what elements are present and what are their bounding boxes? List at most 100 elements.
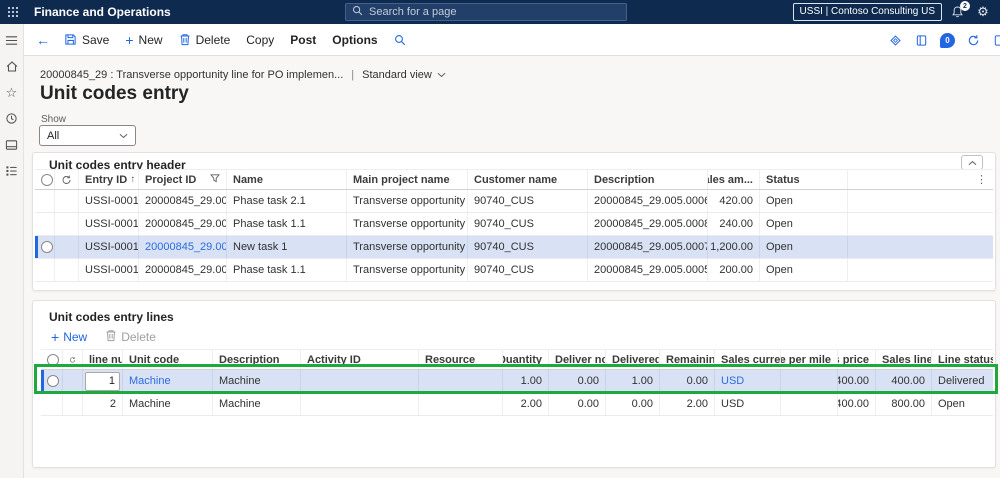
header-grid: Entry ID ↑ Project ID Name Main project n… [35, 169, 993, 282]
column-header-main-project[interactable]: Main project name [347, 170, 468, 189]
column-header-unit-code[interactable]: Unit code [123, 350, 213, 369]
lines-delete-label: Delete [121, 330, 156, 344]
table-row[interactable]: USSI-000103 20000845_29.005.0008 Phase t… [35, 213, 993, 236]
table-row[interactable]: USSI-000105 20000845_29.005.0005 Phase t… [35, 259, 993, 282]
breadcrumb: 20000845_29 : Transverse opportunity lin… [40, 69, 446, 81]
message-center-chat-icon[interactable]: 0 [940, 32, 955, 48]
customer-cell: 90740_CUS [468, 236, 588, 258]
environment-badge[interactable]: USSI | Contoso Consulting US [792, 3, 942, 21]
toolbar-search-icon[interactable] [394, 34, 406, 46]
page-title: Unit codes entry [40, 83, 189, 104]
show-filter-label: Show [41, 114, 67, 125]
column-header-line-number[interactable]: line num... [83, 350, 123, 369]
column-header-status[interactable]: Status [760, 170, 848, 189]
unit-code-link[interactable]: Machine [123, 370, 213, 392]
delete-button[interactable]: Delete [179, 33, 230, 47]
column-header-customer[interactable]: Customer name [468, 170, 588, 189]
show-filter-dropdown[interactable]: All [39, 125, 136, 146]
name-cell: New task 1 [227, 236, 347, 258]
column-header-sales-line-amount[interactable]: Sales line amo... [876, 350, 932, 369]
column-header-deliver-now[interactable]: Deliver now qu... [549, 350, 606, 369]
column-header-total-sales[interactable]: Total sales am... [708, 170, 760, 189]
column-header-project-id[interactable]: Project ID [139, 170, 227, 189]
more-options-icon[interactable]: ⋮ [976, 174, 987, 186]
refresh-icon[interactable] [966, 33, 981, 48]
rate-per-mile-cell [781, 393, 838, 415]
new-button[interactable]: + New [125, 32, 162, 48]
select-all-radio[interactable] [47, 353, 59, 366]
column-header-description[interactable]: Description [213, 350, 301, 369]
row-select-radio[interactable] [41, 241, 53, 253]
app-launcher-icon[interactable] [0, 0, 26, 24]
column-header-line-status[interactable]: Line status⋮ [938, 353, 993, 366]
search-input[interactable]: Search for a page [345, 3, 627, 21]
copy-button[interactable]: Copy [246, 33, 274, 47]
lines-new-button[interactable]: + New [51, 329, 87, 345]
back-button[interactable]: ← [36, 31, 50, 48]
table-row-selected[interactable]: USSI-000104 20000845_29.005.0007 New tas… [35, 236, 993, 259]
column-header-entry-id[interactable]: Entry ID ↑ [79, 170, 139, 189]
home-icon[interactable] [4, 59, 20, 74]
post-menu-button[interactable]: Post [290, 33, 316, 47]
sales-currency-link[interactable]: USD [715, 370, 781, 392]
deliver-now-cell: 0.00 [549, 370, 606, 392]
project-id-cell: 20000845_29.005.0006 [139, 190, 227, 212]
header-section: Unit codes entry header Entry ID ↑ Projec… [32, 152, 996, 291]
status-cell: Open [760, 190, 848, 212]
view-selector[interactable]: Standard view [362, 69, 446, 81]
column-header-remaining[interactable]: Remaining qua... [660, 350, 715, 369]
column-header-resource[interactable]: Resource [419, 350, 503, 369]
name-cell: Phase task 1.1 [227, 213, 347, 235]
line-status-cell: Open [938, 398, 965, 410]
column-header-sales-currency[interactable]: Sales currency [715, 350, 781, 369]
sync-column-cell[interactable] [63, 350, 83, 369]
column-header-activity-id[interactable]: Activity ID [301, 350, 419, 369]
personalize-diamond-icon[interactable] [888, 33, 903, 48]
save-button[interactable]: Save [64, 33, 109, 47]
trash-icon [179, 33, 191, 46]
sync-column-cell[interactable] [55, 170, 79, 189]
lines-toolbar: + New Delete [51, 329, 156, 345]
select-all-radio[interactable] [41, 173, 53, 186]
entry-id-cell: USSI-000102 [79, 190, 139, 212]
quantity-cell: 2.00 [503, 393, 549, 415]
table-row[interactable]: USSI-000102 20000845_29.005.0006 Phase t… [35, 190, 993, 213]
total-sales-cell: 1,200.00 [708, 236, 760, 258]
description-cell: 20000845_29.005.0006 [588, 190, 708, 212]
settings-gear-icon[interactable]: ⚙ [977, 4, 989, 19]
rate-per-mile-cell [781, 370, 838, 392]
table-row-selected[interactable]: 1 Machine Machine 1.00 0.00 1.00 0.00 US… [41, 370, 993, 393]
task-guide-book-icon[interactable] [914, 33, 929, 48]
notifications-bell-icon[interactable]: 2 [948, 1, 970, 20]
column-header-sales-price[interactable]: Sales price [838, 350, 876, 369]
sales-line-amount-cell: 800.00 [876, 393, 932, 415]
hamburger-menu-icon[interactable] [4, 33, 20, 48]
header-grid-column-row: Entry ID ↑ Project ID Name Main project n… [35, 169, 993, 190]
overflow-edge-icon[interactable] [992, 33, 1000, 48]
project-id-link[interactable]: 20000845_29.005.0007 [139, 236, 227, 258]
column-header-name[interactable]: Name [227, 170, 347, 189]
plus-icon: + [125, 31, 134, 48]
line-number-cell: 2 [83, 393, 123, 415]
column-header-rate-per-mile[interactable]: Rate per mile [781, 350, 838, 369]
column-header-delivered[interactable]: Delivered qua... [606, 350, 660, 369]
delivered-cell: 0.00 [606, 393, 660, 415]
line-status-cell: Delivered [938, 375, 985, 387]
sales-line-amount-cell: 400.00 [876, 370, 932, 392]
lines-delete-button-disabled[interactable]: Delete [105, 329, 156, 345]
column-header-description[interactable]: Description [588, 170, 708, 189]
line-number-input[interactable]: 1 [85, 371, 120, 391]
recent-clock-icon[interactable] [4, 111, 20, 126]
collapse-section-button[interactable] [961, 155, 983, 170]
lines-section-title: Unit codes entry lines [49, 310, 174, 324]
column-header-quantity[interactable]: Quantity [503, 350, 549, 369]
workspaces-icon[interactable] [4, 137, 20, 152]
record-title[interactable]: 20000845_29 : Transverse opportunity lin… [40, 69, 344, 81]
status-cell: Open [760, 236, 848, 258]
row-select-radio[interactable] [47, 375, 59, 387]
favorites-star-icon[interactable]: ☆ [5, 84, 18, 100]
options-menu-button[interactable]: Options [332, 33, 377, 47]
table-row[interactable]: 2 Machine Machine 2.00 0.00 0.00 2.00 US… [41, 393, 993, 416]
modules-list-icon[interactable] [4, 163, 20, 178]
left-navigation-rail: ☆ [0, 24, 24, 478]
